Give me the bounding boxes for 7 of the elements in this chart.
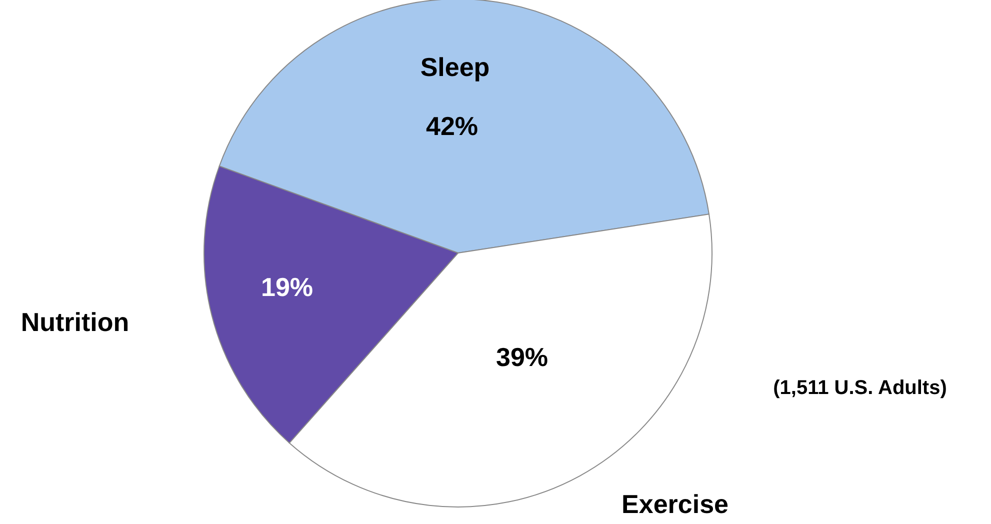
text: (1,511 U.S. Adults) — [773, 377, 947, 399]
slice-label: Sleep — [420, 52, 490, 82]
slice-label: Nutrition — [20, 307, 130, 337]
data-label: 19% — [260, 272, 314, 302]
data-label: 39% — [496, 342, 548, 372]
data-label: 42% — [426, 111, 478, 141]
slice-label: Exercise — [622, 489, 728, 519]
